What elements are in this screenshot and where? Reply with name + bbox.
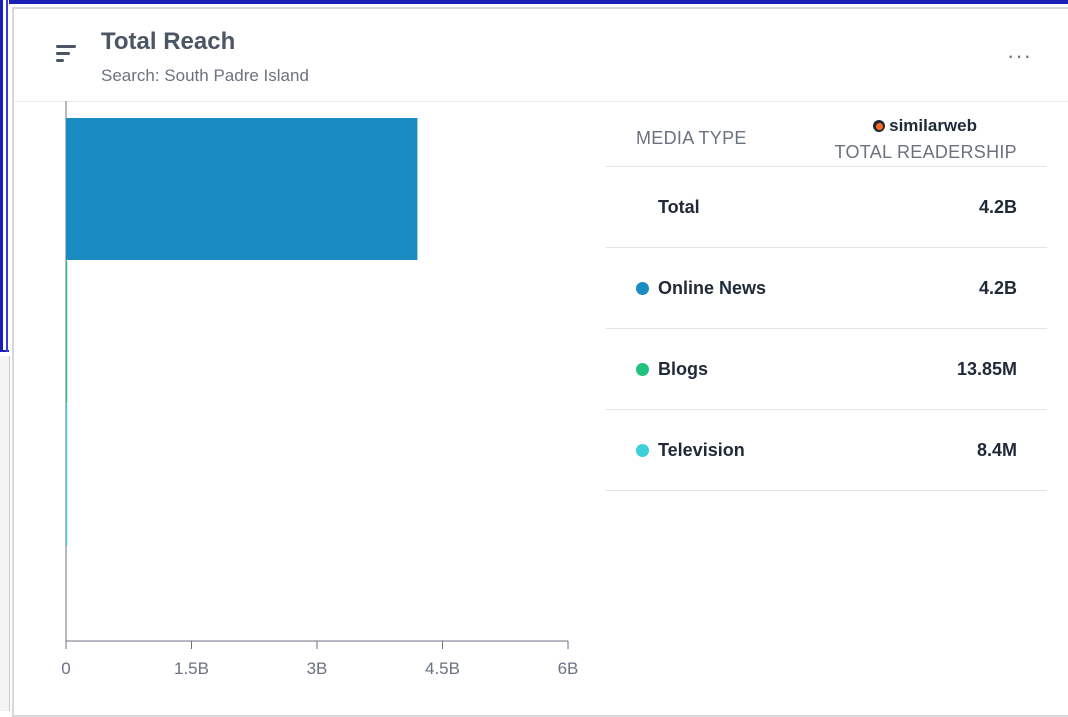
x-tick-label: 4.5B (425, 659, 460, 678)
table-row-blogs[interactable]: Blogs 13.85M (606, 329, 1047, 410)
legend-dot-online-news (636, 282, 649, 295)
chart-svg: 0 1.5B 3B 4.5B 6B (61, 101, 579, 678)
reach-bar-chart: 0 1.5B 3B 4.5B 6B (44, 101, 604, 701)
row-label: Television (658, 440, 745, 460)
row-label: Total (658, 197, 700, 217)
more-horizontal-icon[interactable]: ··· (1007, 43, 1032, 68)
table-row-television[interactable]: Television 8.4M (606, 410, 1047, 491)
row-value: 4.2B (978, 278, 1017, 298)
row-label: Online News (658, 278, 767, 298)
selection-frame-top (0, 0, 1068, 4)
x-tick-label: 6B (558, 659, 579, 678)
total-reach-widget: Total Reach Search: South Padre Island ·… (12, 7, 1068, 717)
selection-frame-inner (6, 0, 8, 352)
readership-table: MEDIA TYPE similarweb TOTAL READERSHIP T… (606, 109, 1047, 491)
row-value: 13.85M (956, 359, 1017, 379)
row-value: 8.4M (976, 440, 1017, 460)
media-type-header: MEDIA TYPE (636, 128, 747, 148)
widget-title: Total Reach (101, 28, 236, 55)
bar-television[interactable] (66, 404, 68, 546)
widget-header: Total Reach Search: South Padre Island ·… (14, 9, 1068, 102)
selection-frame-left (0, 0, 9, 352)
brand-name: similarweb (889, 116, 977, 135)
table-row-online-news[interactable]: Online News 4.2B (606, 248, 1047, 329)
x-tick-label: 0 (61, 659, 70, 678)
total-readership-header: TOTAL READERSHIP (834, 142, 1017, 162)
similarweb-logo: similarweb (873, 116, 977, 136)
x-tick-label: 1.5B (174, 659, 209, 678)
legend-dot-television (636, 444, 649, 457)
bar-online-news[interactable] (66, 118, 418, 260)
x-tick-label: 3B (307, 659, 328, 678)
row-label: Blogs (658, 359, 709, 379)
table-header: MEDIA TYPE similarweb TOTAL READERSHIP (606, 109, 1047, 167)
bar-blogs[interactable] (66, 261, 68, 403)
row-value: 4.2B (978, 197, 1017, 217)
sort-lines-icon[interactable] (56, 45, 78, 65)
widget-subtitle: Search: South Padre Island (101, 66, 309, 85)
similarweb-icon (873, 120, 886, 132)
legend-dot-blogs (636, 363, 649, 376)
side-panel-edge (0, 356, 10, 711)
table-row-total[interactable]: Total 4.2B (606, 167, 1047, 248)
